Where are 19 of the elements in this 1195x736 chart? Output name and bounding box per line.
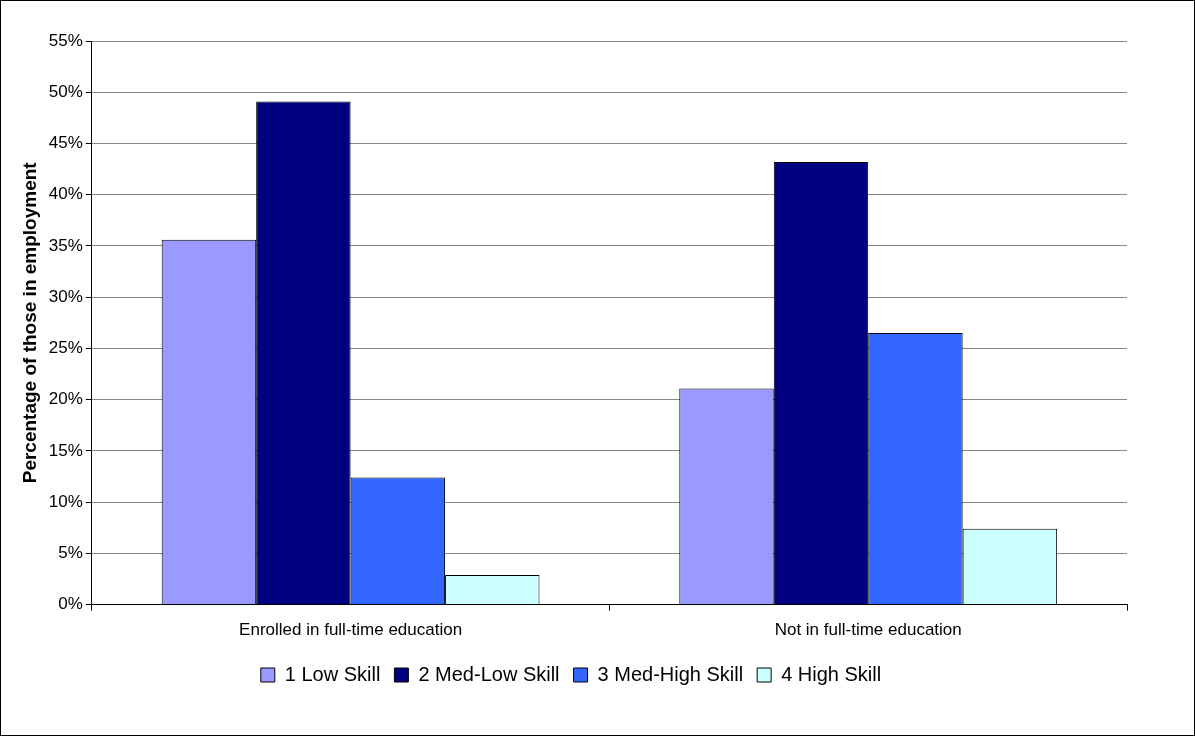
legend-label: 4 High Skill (781, 662, 882, 685)
y-tick-label: 35% (48, 235, 83, 255)
y-tick-label: 0% (58, 594, 83, 614)
y-tick-label: 45% (48, 133, 83, 153)
y-tick-label: 10% (48, 491, 83, 511)
legend-label: 1 Low Skill (284, 662, 381, 685)
y-tick-label: 25% (48, 338, 83, 358)
y-tick-label: 5% (58, 543, 83, 563)
y-tick-label: 20% (48, 389, 83, 409)
y-axis-title: Percentage of those in employment (18, 161, 40, 484)
y-tick-label: 30% (48, 286, 83, 306)
legend-label: 2 Med-Low Skill (418, 662, 560, 685)
x-tick-label: Enrolled in full-time education (239, 620, 463, 640)
y-tick-label: 55% (48, 30, 83, 50)
y-tick-label: 40% (48, 184, 83, 204)
legend-label: 3 Med-High Skill (597, 662, 744, 685)
y-tick-label: 15% (48, 440, 83, 460)
y-tick-label: 50% (48, 81, 83, 101)
x-tick-label: Not in full-time education (774, 620, 962, 640)
